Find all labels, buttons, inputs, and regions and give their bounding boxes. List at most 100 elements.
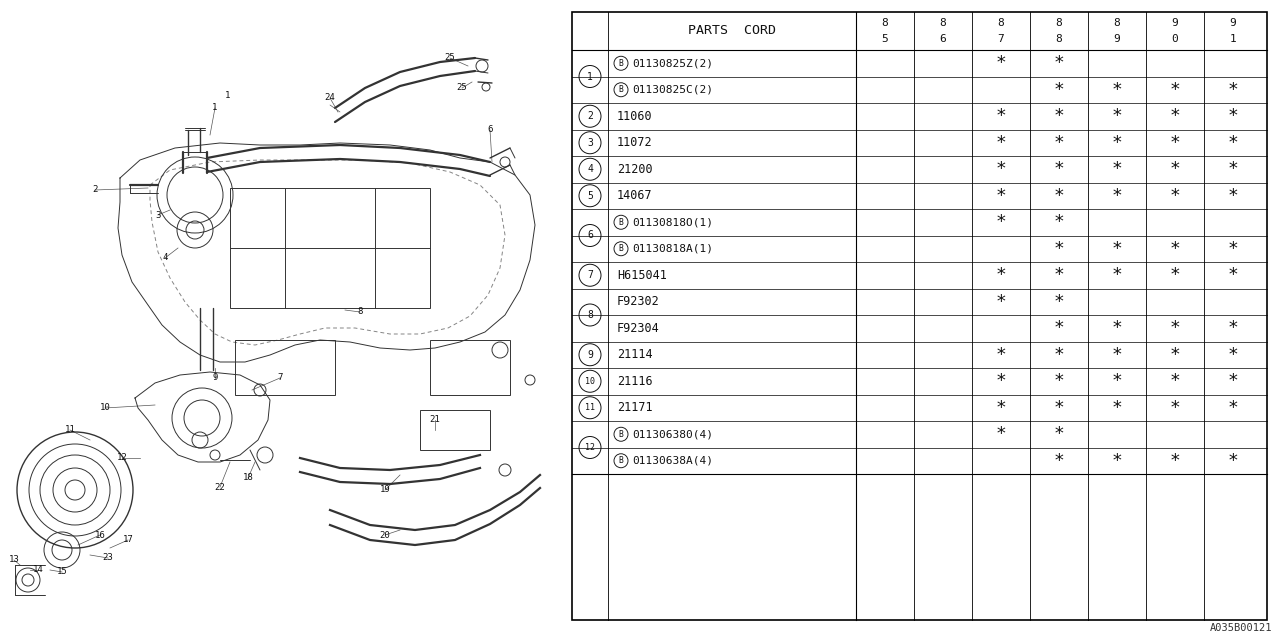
Text: 4: 4 [163,253,168,262]
Text: 5: 5 [588,191,593,201]
Text: *: * [1228,319,1239,337]
Text: 5: 5 [882,35,888,44]
Text: 6: 6 [488,125,493,134]
Text: 8: 8 [588,310,593,320]
Text: 20: 20 [380,531,390,540]
Text: 8: 8 [882,19,888,28]
Text: 8: 8 [997,19,1005,28]
Text: *: * [1053,213,1065,231]
Text: 7: 7 [278,374,283,383]
Text: 3: 3 [155,211,161,220]
Text: 23: 23 [102,554,114,563]
Text: B: B [618,218,623,227]
Text: *: * [1053,372,1065,390]
Text: *: * [1111,160,1123,179]
Text: *: * [996,213,1006,231]
Text: *: * [1053,240,1065,258]
Text: *: * [1170,319,1180,337]
Text: 12: 12 [585,443,595,452]
Text: B: B [618,59,623,68]
Text: 15: 15 [56,568,68,577]
Text: 4: 4 [588,164,593,174]
Text: *: * [1111,319,1123,337]
Text: 10: 10 [585,377,595,386]
Text: *: * [996,372,1006,390]
Text: *: * [1228,266,1239,284]
Text: *: * [1170,266,1180,284]
Text: *: * [1053,266,1065,284]
Text: 01130825C(2): 01130825C(2) [632,84,713,95]
Text: *: * [1170,134,1180,152]
Text: *: * [1053,425,1065,444]
Text: 21171: 21171 [617,401,653,414]
Text: *: * [1111,240,1123,258]
Text: 1: 1 [588,72,593,81]
Text: 11: 11 [64,426,76,435]
Text: 11060: 11060 [617,109,653,123]
Text: 9: 9 [1114,35,1120,44]
Text: *: * [1228,240,1239,258]
Text: 21114: 21114 [617,348,653,361]
Text: B: B [618,429,623,439]
Text: 1: 1 [225,92,230,100]
Text: 17: 17 [123,536,133,545]
Bar [420,410,490,450]
Text: *: * [996,399,1006,417]
Text: 14067: 14067 [617,189,653,202]
Text: *: * [1170,160,1180,179]
Text: 01130638A(4): 01130638A(4) [632,456,713,466]
Text: H615041: H615041 [617,269,667,282]
Text: 1: 1 [212,104,218,113]
Text: *: * [1111,266,1123,284]
Text: 2: 2 [588,111,593,121]
Text: *: * [1228,160,1239,179]
Text: 10: 10 [100,403,110,413]
Text: *: * [996,187,1006,205]
Text: 9: 9 [588,349,593,360]
Text: 8: 8 [1056,19,1062,28]
Text: PARTS  CORD: PARTS CORD [689,24,776,38]
Text: F92302: F92302 [617,295,659,308]
Text: *: * [996,425,1006,444]
Text: 13: 13 [9,556,19,564]
Text: 21: 21 [430,415,440,424]
Text: B: B [618,456,623,465]
Text: *: * [1228,372,1239,390]
Text: *: * [1111,108,1123,125]
Text: B: B [618,244,623,253]
Text: *: * [1228,134,1239,152]
Text: *: * [1053,108,1065,125]
Text: 0: 0 [1171,35,1179,44]
Text: *: * [1111,346,1123,364]
Text: 01130818A(1): 01130818A(1) [632,244,713,253]
Bar [572,12,1267,620]
Text: 18: 18 [243,474,253,483]
Text: A035B00121: A035B00121 [1210,623,1272,633]
Text: *: * [1170,372,1180,390]
Bar [236,340,335,395]
Text: 8: 8 [357,307,362,317]
Text: 7: 7 [588,270,593,280]
Text: *: * [1111,187,1123,205]
Text: 16: 16 [95,531,105,540]
Text: *: * [1170,81,1180,99]
Text: *: * [996,266,1006,284]
Text: 19: 19 [380,486,390,495]
Text: *: * [1053,399,1065,417]
Text: *: * [996,292,1006,311]
Text: *: * [1170,399,1180,417]
Text: 6: 6 [940,35,946,44]
Text: 25: 25 [444,54,456,63]
Text: 9: 9 [212,374,218,383]
Bar [230,188,430,308]
Text: 11072: 11072 [617,136,653,149]
Text: 14: 14 [32,566,44,575]
Text: 21116: 21116 [617,375,653,388]
Text: 22: 22 [215,483,225,492]
Text: B: B [618,85,623,94]
Text: *: * [1228,399,1239,417]
Text: *: * [1053,187,1065,205]
Text: *: * [1053,134,1065,152]
Text: 01130818O(1): 01130818O(1) [632,217,713,227]
Text: *: * [1053,319,1065,337]
